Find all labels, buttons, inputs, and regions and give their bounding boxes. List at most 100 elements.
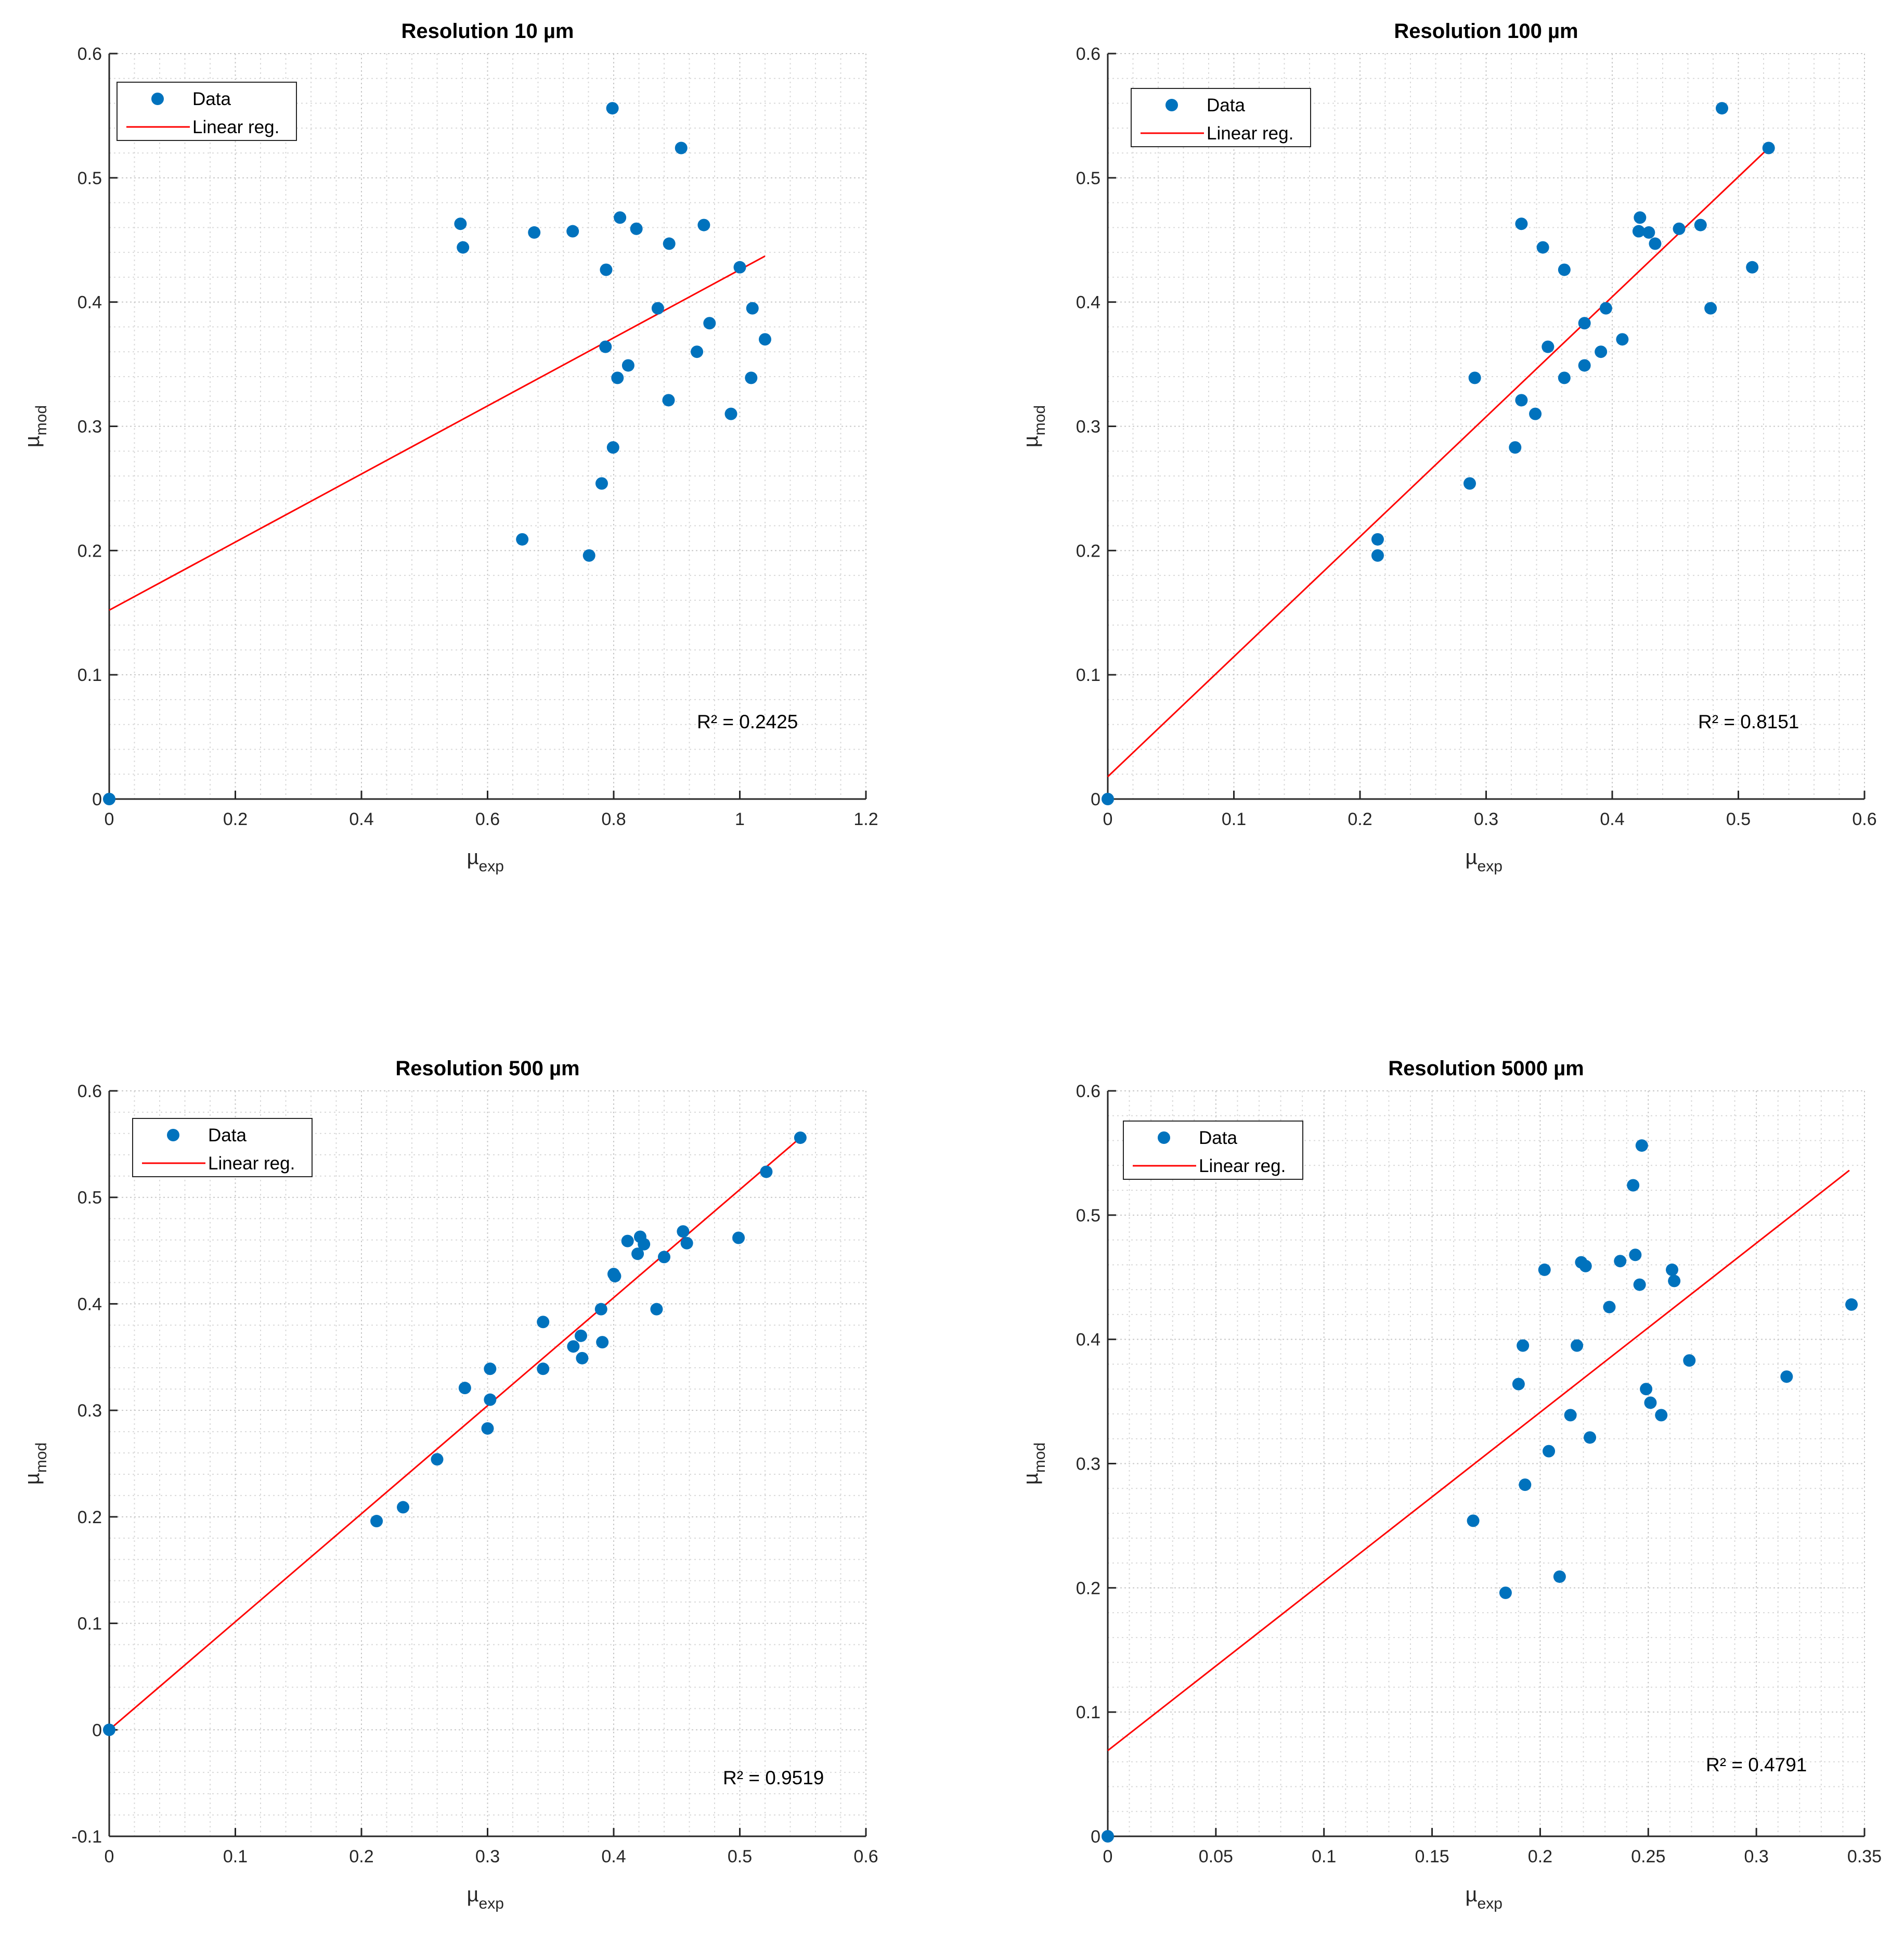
x-tick-label: 0.1 [223, 1847, 248, 1866]
x-tick-label: 0.4 [601, 1847, 626, 1866]
grid-lines [109, 1090, 866, 1837]
data-point [1519, 1478, 1532, 1491]
x-tick-label: 0.3 [1744, 1847, 1769, 1866]
data-point [574, 1329, 587, 1342]
x-tick-label: 0.2 [349, 1847, 373, 1866]
x-tick-label: 0.4 [349, 809, 373, 829]
y-axis-label: µmod [21, 405, 50, 447]
legend-data-marker [1158, 1131, 1170, 1144]
x-tick-label: 0.4 [1600, 809, 1624, 829]
data-point [576, 1351, 589, 1364]
legend-label-regression: Linear reg. [1207, 123, 1293, 144]
x-axis-label-main: µ [467, 1883, 479, 1906]
data-point [458, 1382, 471, 1395]
x-axis-label-main: µ [1466, 846, 1478, 869]
legend-label-data: Data [192, 89, 231, 109]
y-axis-label: µmod [21, 1443, 50, 1485]
y-tick-label: 0.6 [77, 44, 102, 64]
regression-line [1107, 1169, 1850, 1752]
data-point [1102, 793, 1114, 805]
data-point [1673, 222, 1686, 235]
x-tick-label: 0.5 [1726, 809, 1751, 829]
x-tick-label: 0.1 [1222, 809, 1246, 829]
legend: Data Linear reg. [116, 82, 297, 141]
data-point [1371, 533, 1384, 546]
y-axis-label-sub: mod [33, 405, 50, 435]
legend-box [1131, 88, 1311, 147]
data-point [1704, 302, 1717, 315]
r-squared-annotation: R² = 0.2425 [697, 711, 798, 732]
y-tick-label: 0.6 [77, 1082, 102, 1101]
x-tick-label: 0.6 [853, 1847, 878, 1866]
data-point [457, 241, 470, 254]
x-axis-label-sub: exp [1478, 858, 1503, 875]
data-point [1715, 102, 1728, 115]
y-tick-label: 0.4 [1076, 1330, 1100, 1350]
x-tick-label: 0 [1103, 1847, 1113, 1866]
chart-panel-4: 0 0.05 0.1 0.15 0.2 0.25 0.3 0.35 0 0.1 0.2 0.3 0.4 0… [1019, 1057, 1882, 1912]
x-axis-label-sub: exp [479, 858, 504, 875]
legend-label-data: Data [208, 1125, 247, 1145]
y-tick-label: 0.5 [1076, 1206, 1100, 1226]
y-tick-label: 0.2 [77, 1508, 102, 1527]
data-point [484, 1393, 497, 1406]
y-tick-label: 0.1 [1076, 1703, 1100, 1722]
data-point [1499, 1586, 1512, 1599]
data-point [1666, 1263, 1679, 1276]
data-point [596, 1336, 609, 1349]
chart-panel-3: 0 0.1 0.2 0.3 0.4 0.5 0.6-0.100.10.20.30.40.50… [21, 1057, 878, 1912]
y-tick-label: 0 [92, 790, 102, 809]
data-point [582, 549, 595, 562]
data-point [1642, 226, 1655, 239]
x-tick-label: 0 [105, 809, 114, 829]
data-point [1564, 1409, 1577, 1422]
data-point [611, 371, 624, 384]
y-tick-label: 0.6 [1076, 44, 1100, 64]
data-point [1468, 371, 1481, 384]
data-point [1512, 1377, 1525, 1391]
data-point [1536, 241, 1549, 254]
x-tick-label: 0.1 [1312, 1847, 1336, 1866]
data-point [1579, 1259, 1592, 1272]
y-tick-label: 0.4 [77, 1294, 102, 1314]
x-tick-label: 0.15 [1415, 1847, 1449, 1866]
y-tick-label: 0.3 [1076, 1454, 1100, 1474]
data-point [431, 1453, 444, 1466]
data-point [621, 1234, 634, 1247]
data-point [650, 1303, 663, 1316]
legend-data-marker [151, 93, 164, 105]
y-tick-label: 0 [1091, 1827, 1100, 1847]
data-point [1635, 1139, 1648, 1152]
data-point [595, 477, 608, 490]
x-axis-label-sub: exp [479, 1895, 504, 1912]
y-tick-label: 0.1 [77, 665, 102, 685]
data-point [614, 211, 627, 224]
x-tick-label: 0.25 [1631, 1847, 1665, 1866]
legend-label-regression: Linear reg. [208, 1153, 295, 1174]
data-point [1655, 1409, 1668, 1422]
data-point [1517, 1339, 1530, 1352]
data-point [621, 359, 634, 372]
data-point [680, 1237, 693, 1250]
data-point [103, 793, 115, 805]
y-tick-label: 0.2 [1076, 541, 1100, 561]
data-point [724, 407, 737, 420]
data-point [733, 261, 746, 274]
data-point [1595, 345, 1608, 358]
data-point [1584, 1431, 1597, 1444]
x-axis-label: µexp [1466, 846, 1503, 875]
data-point [481, 1422, 494, 1435]
data-point [1627, 1179, 1640, 1192]
legend-data-marker [1165, 99, 1178, 111]
r-squared-annotation: R² = 0.9519 [723, 1767, 824, 1788]
x-tick-label: 0.6 [475, 809, 500, 829]
chart-title: Resolution 100 µm [1394, 20, 1578, 43]
grid-lines [109, 53, 866, 800]
data-points [103, 102, 771, 805]
y-axis-label-sub: mod [1031, 405, 1048, 435]
x-tick-label: 0.35 [1847, 1847, 1882, 1866]
data-point [677, 1225, 690, 1238]
data-point [631, 1247, 644, 1260]
data-point [1845, 1298, 1858, 1311]
